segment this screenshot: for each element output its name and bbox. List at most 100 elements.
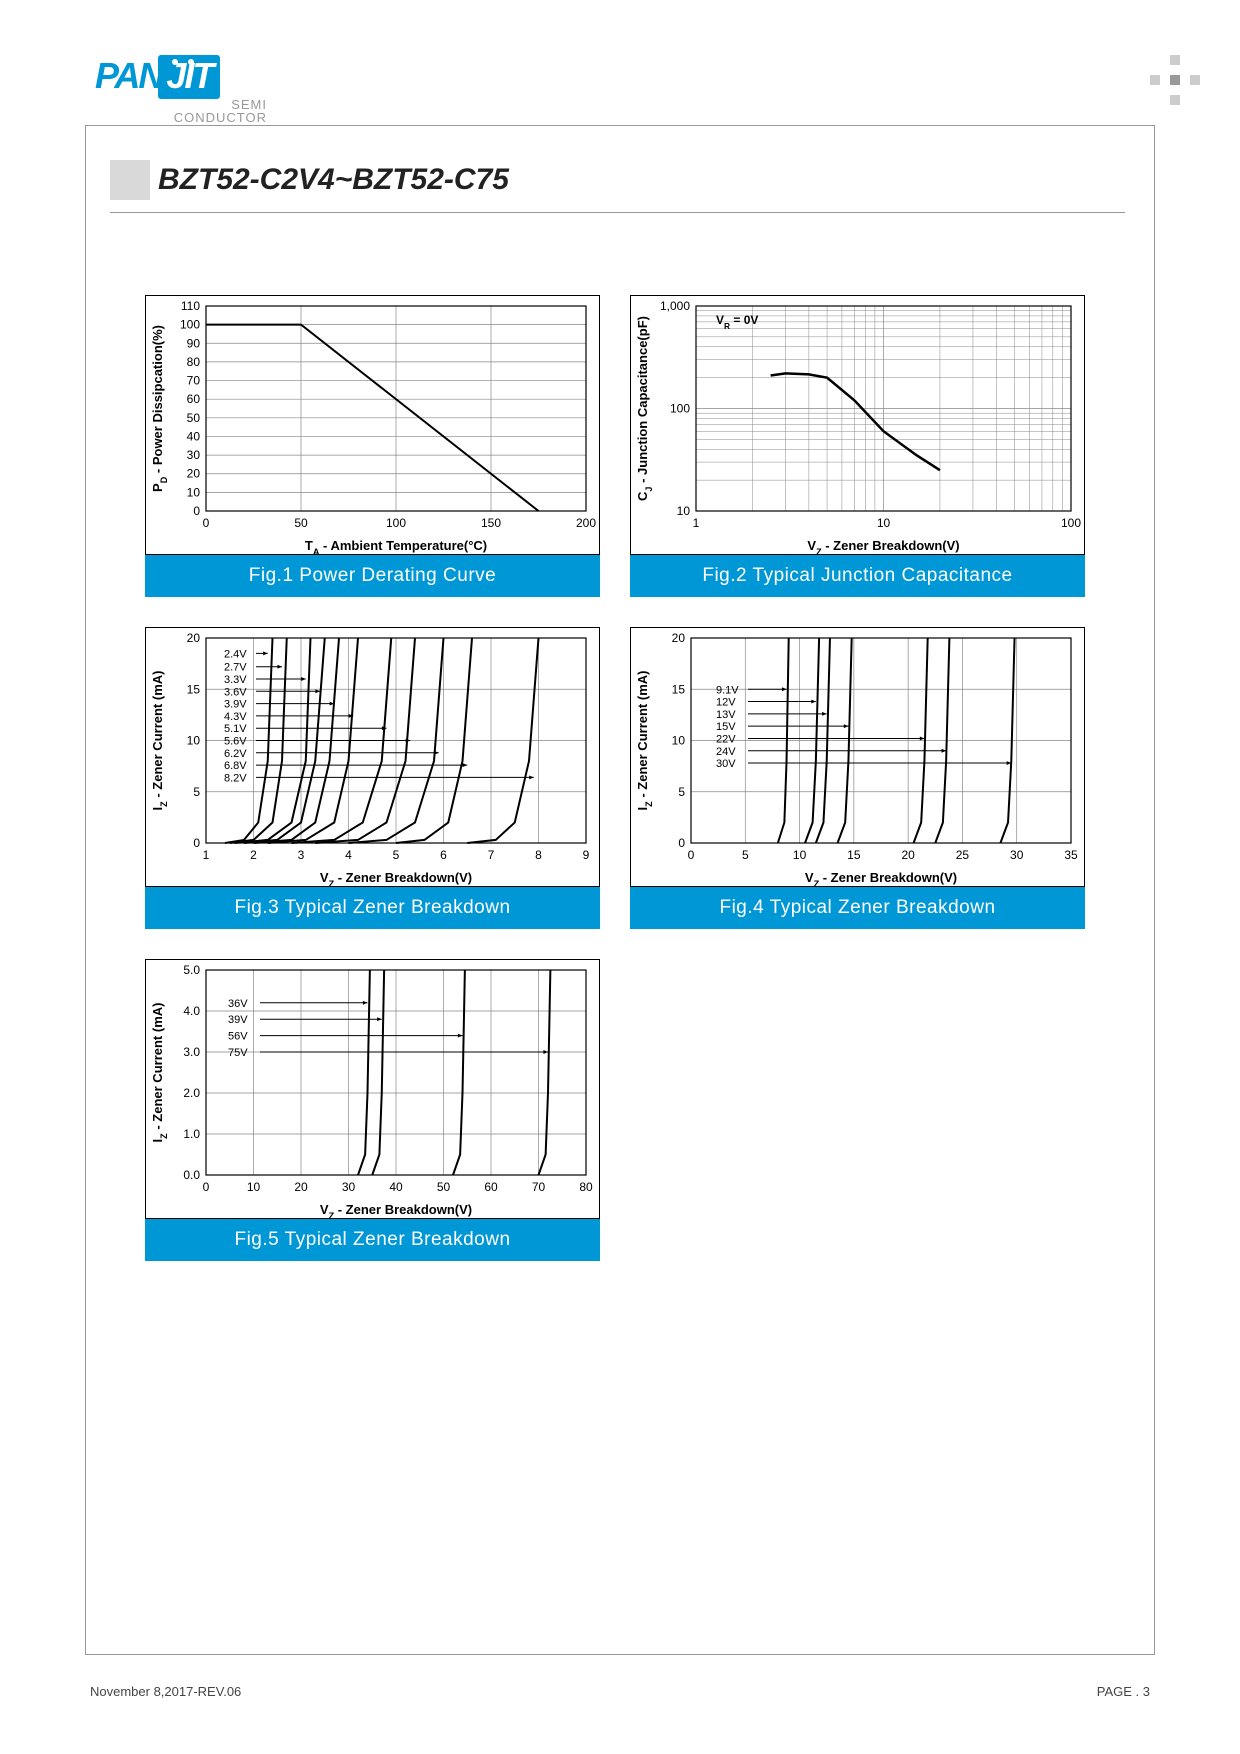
svg-text:2.0: 2.0 xyxy=(183,1086,200,1100)
svg-text:30V: 30V xyxy=(716,758,736,770)
svg-text:15: 15 xyxy=(672,682,686,696)
svg-text:IZ - Zener Current (mA): IZ - Zener Current (mA) xyxy=(150,1003,169,1143)
svg-text:4.3V: 4.3V xyxy=(224,711,247,723)
svg-text:5.6V: 5.6V xyxy=(224,736,247,748)
svg-text:5: 5 xyxy=(193,785,200,799)
svg-text:60: 60 xyxy=(484,1180,498,1194)
title-underline xyxy=(110,212,1125,213)
svg-text:3.0: 3.0 xyxy=(183,1045,200,1059)
svg-text:100: 100 xyxy=(386,516,406,530)
svg-text:100: 100 xyxy=(1061,516,1081,530)
svg-text:110: 110 xyxy=(181,299,200,313)
svg-text:5: 5 xyxy=(678,785,685,799)
svg-text:40: 40 xyxy=(187,429,201,443)
svg-text:5.1V: 5.1V xyxy=(224,723,247,735)
svg-text:4.0: 4.0 xyxy=(183,1004,200,1018)
svg-text:6.8V: 6.8V xyxy=(224,760,247,772)
svg-text:0: 0 xyxy=(688,848,695,862)
fig3-caption: Fig.3 Typical Zener Breakdown xyxy=(145,887,600,929)
svg-text:10: 10 xyxy=(677,504,691,518)
svg-text:9: 9 xyxy=(583,848,590,862)
svg-text:22V: 22V xyxy=(716,733,736,745)
svg-text:10: 10 xyxy=(877,516,891,530)
svg-text:8: 8 xyxy=(535,848,542,862)
svg-text:3.9V: 3.9V xyxy=(224,699,247,711)
svg-text:6: 6 xyxy=(440,848,447,862)
svg-text:1: 1 xyxy=(693,516,700,530)
svg-text:35: 35 xyxy=(1064,848,1078,862)
svg-text:0: 0 xyxy=(203,516,210,530)
svg-text:3.3V: 3.3V xyxy=(224,674,247,686)
svg-text:2.7V: 2.7V xyxy=(224,662,247,674)
svg-text:20: 20 xyxy=(187,631,201,645)
svg-text:10: 10 xyxy=(247,1180,261,1194)
fig4-chart: 0510152025303505101520VZ - Zener Breakdo… xyxy=(630,627,1085,887)
svg-text:20: 20 xyxy=(294,1180,308,1194)
svg-text:0.0: 0.0 xyxy=(183,1168,200,1182)
svg-text:10: 10 xyxy=(187,485,201,499)
svg-text:5: 5 xyxy=(393,848,400,862)
svg-text:70: 70 xyxy=(532,1180,546,1194)
svg-text:56V: 56V xyxy=(228,1031,248,1043)
fig5-chart: 010203040506070800.01.02.03.04.05.0VZ - … xyxy=(145,959,600,1219)
svg-text:9.1V: 9.1V xyxy=(716,684,739,696)
svg-text:20: 20 xyxy=(187,467,201,481)
svg-text:1: 1 xyxy=(203,848,210,862)
svg-text:50: 50 xyxy=(437,1180,451,1194)
svg-text:10: 10 xyxy=(187,734,201,748)
svg-text:3: 3 xyxy=(298,848,305,862)
page-title: BZT52-C2V4~BZT52-C75 xyxy=(158,163,509,197)
footer-date: November 8,2017-REV.06 xyxy=(90,1684,241,1699)
svg-text:0: 0 xyxy=(203,1180,210,1194)
svg-text:24V: 24V xyxy=(716,746,736,758)
svg-text:200: 200 xyxy=(576,516,596,530)
svg-text:15: 15 xyxy=(847,848,861,862)
svg-text:VZ - Zener Breakdown(V): VZ - Zener Breakdown(V) xyxy=(320,1202,472,1220)
svg-text:3.6V: 3.6V xyxy=(224,686,247,698)
svg-text:1,000: 1,000 xyxy=(660,299,690,313)
svg-text:TA - Ambient Temperature(°C): TA - Ambient Temperature(°C) xyxy=(305,538,487,556)
svg-text:4: 4 xyxy=(345,848,352,862)
svg-text:6.2V: 6.2V xyxy=(224,748,247,760)
svg-text:150: 150 xyxy=(481,516,501,530)
svg-text:0: 0 xyxy=(193,836,200,850)
svg-text:1.0: 1.0 xyxy=(183,1127,200,1141)
svg-text:70: 70 xyxy=(187,374,201,388)
svg-text:12V: 12V xyxy=(716,697,736,709)
svg-text:100: 100 xyxy=(670,402,690,416)
fig2-chart: 110100101001,000VZ - Zener Breakdown(V)C… xyxy=(630,295,1085,555)
svg-text:CJ - Junction Capacitance(pF): CJ - Junction Capacitance(pF) xyxy=(635,316,654,501)
fig3-chart: 12345678905101520VZ - Zener Breakdown(V)… xyxy=(145,627,600,887)
footer-page: PAGE . 3 xyxy=(1097,1684,1150,1699)
svg-text:80: 80 xyxy=(579,1180,593,1194)
svg-text:50: 50 xyxy=(294,516,308,530)
svg-text:2.4V: 2.4V xyxy=(224,648,247,660)
svg-text:VZ - Zener Breakdown(V): VZ - Zener Breakdown(V) xyxy=(807,538,959,556)
svg-text:8.2V: 8.2V xyxy=(224,772,247,784)
svg-text:13V: 13V xyxy=(716,709,736,721)
svg-text:0: 0 xyxy=(193,504,200,518)
svg-text:7: 7 xyxy=(488,848,495,862)
svg-text:0: 0 xyxy=(678,836,685,850)
svg-text:5: 5 xyxy=(742,848,749,862)
logo-sub2: CONDUCTOR xyxy=(95,110,275,125)
svg-text:10: 10 xyxy=(672,734,686,748)
fig2-caption: Fig.2 Typical Junction Capacitance xyxy=(630,555,1085,597)
svg-text:30: 30 xyxy=(187,448,201,462)
fig1-caption: Fig.1 Power Derating Curve xyxy=(145,555,600,597)
svg-text:IZ - Zener Current (mA): IZ - Zener Current (mA) xyxy=(150,671,169,811)
fig5-caption: Fig.5 Typical Zener Breakdown xyxy=(145,1219,600,1261)
logo-pan: PAN xyxy=(95,55,162,97)
svg-text:5.0: 5.0 xyxy=(183,963,200,977)
svg-text:30: 30 xyxy=(342,1180,356,1194)
title-decor-box xyxy=(110,160,150,200)
svg-text:75V: 75V xyxy=(228,1047,248,1059)
brand-logo: PAN JIT SEMI CONDUCTOR xyxy=(95,55,275,125)
svg-text:2: 2 xyxy=(250,848,257,862)
svg-text:20: 20 xyxy=(901,848,915,862)
svg-text:39V: 39V xyxy=(228,1014,248,1026)
svg-text:25: 25 xyxy=(956,848,970,862)
svg-text:VR = 0V: VR = 0V xyxy=(716,313,758,331)
svg-text:IZ - Zener Current (mA): IZ - Zener Current (mA) xyxy=(635,671,654,811)
svg-text:PD - Power Dissipcation(%): PD - Power Dissipcation(%) xyxy=(150,325,169,492)
